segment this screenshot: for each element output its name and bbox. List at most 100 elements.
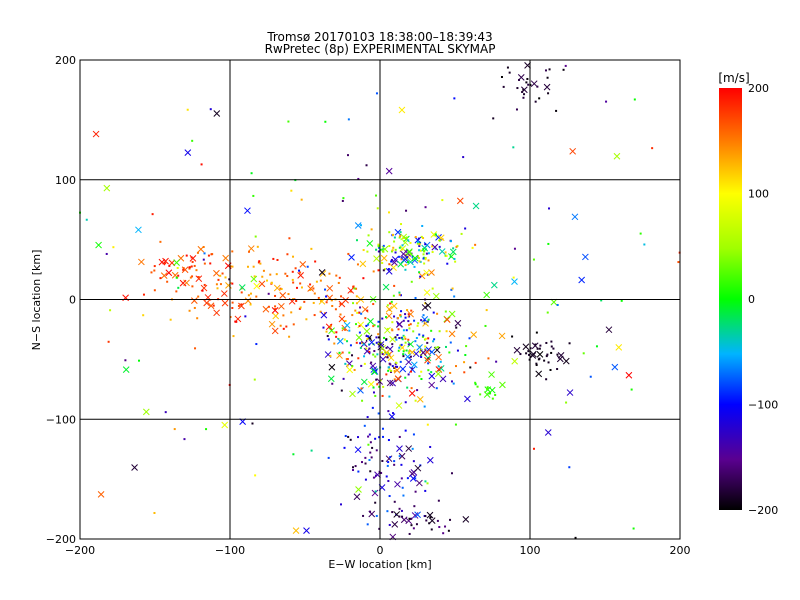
data-point-cross — [220, 290, 228, 297]
data-point — [306, 265, 309, 268]
data-point — [420, 355, 423, 358]
data-point — [325, 330, 328, 333]
data-point-cross — [326, 284, 334, 292]
data-point — [556, 304, 559, 307]
data-point — [454, 260, 457, 263]
data-point — [313, 314, 316, 317]
data-point — [448, 351, 451, 354]
data-point — [393, 315, 396, 318]
data-point — [620, 299, 623, 302]
data-point — [185, 254, 188, 257]
data-point — [550, 345, 553, 348]
data-point — [355, 295, 358, 298]
data-point — [325, 301, 328, 304]
data-point — [420, 319, 423, 322]
data-point — [341, 351, 344, 354]
data-point — [549, 368, 552, 371]
data-point — [386, 353, 389, 356]
data-point-cross — [426, 456, 434, 464]
y-axis-label: N−S location [km] — [30, 250, 43, 351]
data-point — [358, 311, 361, 314]
data-point — [290, 311, 293, 314]
data-point-cross — [456, 197, 464, 205]
data-point — [344, 328, 347, 331]
data-point — [375, 514, 378, 517]
data-point — [348, 351, 351, 354]
data-point — [400, 258, 403, 261]
data-point — [437, 365, 440, 368]
data-point — [247, 294, 250, 297]
data-point-cross — [424, 356, 431, 364]
colorbar-tick-label: 200 — [748, 82, 769, 95]
data-point — [400, 248, 403, 251]
data-point — [352, 466, 355, 469]
data-point-cross — [222, 254, 230, 262]
data-point — [405, 209, 408, 212]
data-point — [196, 251, 199, 254]
data-point — [291, 278, 294, 281]
data-point — [453, 97, 456, 100]
data-point-cross — [454, 319, 462, 327]
data-point-cross — [135, 226, 142, 234]
data-point — [313, 292, 316, 295]
data-point-cross — [336, 337, 344, 345]
data-point-cross — [432, 292, 440, 300]
data-point — [352, 302, 355, 305]
data-point — [382, 435, 385, 438]
data-point — [365, 334, 368, 337]
data-point — [426, 482, 429, 485]
data-point — [352, 469, 355, 472]
data-point — [487, 357, 490, 360]
data-point — [356, 263, 359, 266]
data-point — [416, 242, 419, 245]
data-point-cross — [414, 464, 422, 472]
data-point — [295, 299, 298, 302]
data-point — [511, 335, 514, 338]
data-point — [412, 330, 415, 333]
data-point — [361, 399, 364, 402]
data-point — [390, 369, 393, 372]
data-point — [360, 461, 363, 464]
data-point — [398, 346, 401, 349]
data-point — [424, 489, 427, 492]
data-point — [408, 327, 411, 330]
data-point — [402, 350, 405, 353]
data-point — [372, 325, 375, 328]
data-point — [403, 335, 406, 338]
data-point — [444, 345, 447, 348]
data-point — [324, 120, 327, 123]
data-point — [344, 434, 347, 437]
data-point — [256, 245, 259, 248]
data-point — [287, 293, 290, 296]
data-point — [405, 236, 408, 239]
data-point-cross — [426, 511, 434, 519]
data-point — [153, 289, 156, 292]
data-point — [372, 353, 375, 356]
data-point — [412, 527, 415, 530]
data-point — [377, 269, 380, 272]
data-point — [392, 412, 395, 415]
data-point — [536, 347, 539, 350]
data-point — [337, 281, 340, 284]
data-point — [564, 64, 567, 67]
data-point — [382, 385, 385, 388]
data-point — [203, 252, 206, 255]
data-point — [234, 320, 237, 323]
data-point — [390, 300, 393, 303]
data-point — [402, 494, 405, 497]
data-point — [386, 356, 389, 359]
data-point — [418, 243, 421, 246]
data-point — [565, 401, 568, 404]
data-point-cross — [395, 402, 403, 409]
data-point — [556, 368, 559, 371]
data-point — [237, 304, 240, 307]
data-point — [545, 355, 548, 358]
data-point — [535, 331, 538, 334]
data-point-cross — [411, 512, 419, 519]
data-point — [426, 423, 429, 426]
data-point — [272, 257, 275, 260]
data-point — [188, 266, 191, 269]
data-point — [372, 391, 375, 394]
data-point-cross — [363, 327, 371, 335]
data-point — [363, 362, 366, 365]
